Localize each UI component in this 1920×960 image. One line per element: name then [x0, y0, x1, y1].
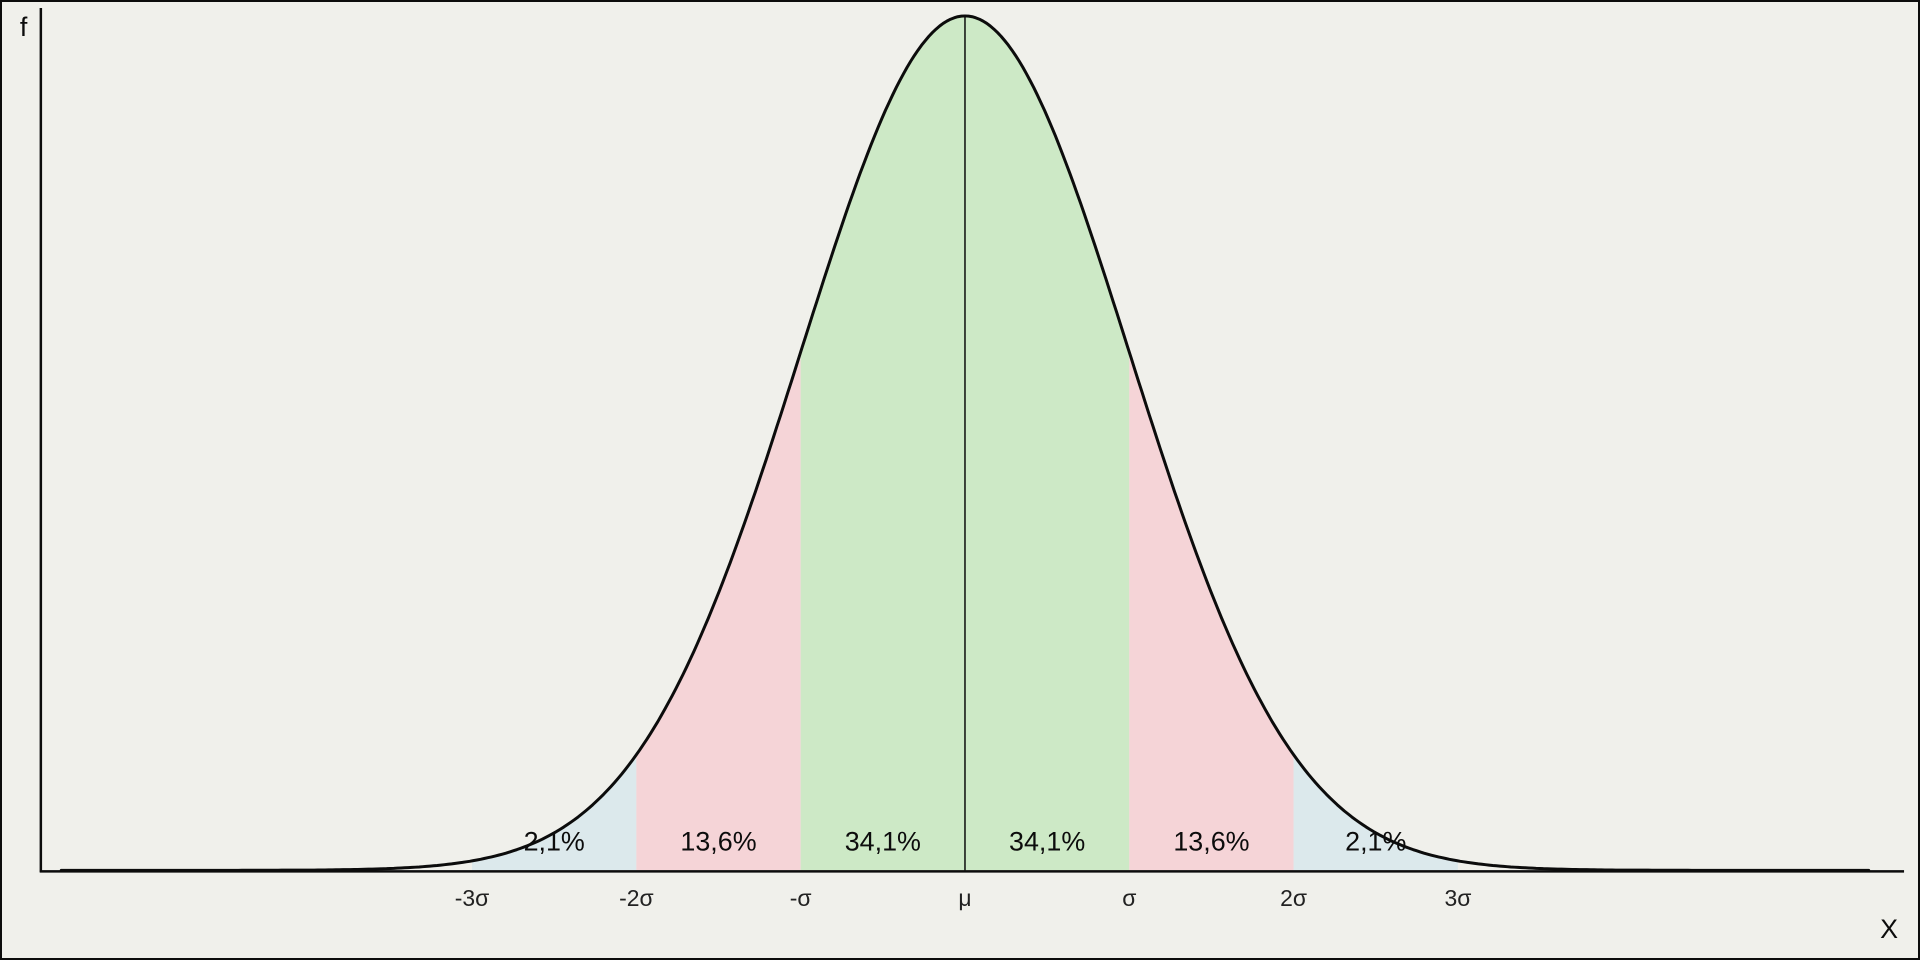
axis-titles: f X: [20, 12, 1898, 944]
y-axis-label: f: [20, 12, 28, 42]
x-axis-label: X: [1880, 914, 1898, 944]
region-area-5: [1293, 754, 1458, 871]
curve-layer: [59, 14, 1871, 872]
x-tick-label--σ: -σ: [790, 885, 812, 911]
x-tick-label-2σ: 2σ: [1280, 885, 1307, 911]
region-area-2: [800, 15, 965, 871]
region-label-2: 34,1%: [845, 826, 921, 856]
region-label-4: 13,6%: [1173, 826, 1249, 856]
region-label-3: 34,1%: [1009, 826, 1085, 856]
region-label-0: 2,1%: [524, 826, 585, 856]
region-area-3: [964, 15, 1130, 871]
x-tick-labels: -3σ -2σ -σ μ σ 2σ 3σ: [455, 885, 1472, 911]
x-tick-label--3σ: -3σ: [455, 885, 489, 911]
x-tick-label--2σ: -2σ: [619, 885, 653, 911]
region-area-0: [472, 754, 637, 871]
axes: [39, 7, 1905, 873]
x-tick-label-3σ: 3σ: [1444, 885, 1471, 911]
x-tick-label-σ: σ: [1122, 885, 1136, 911]
region-label-5: 2,1%: [1345, 826, 1406, 856]
region-label-1: 13,6%: [680, 826, 756, 856]
region-labels: 2,1% 13,6% 34,1% 34,1% 13,6% 2,1%: [524, 826, 1407, 856]
x-tick-label-μ: μ: [958, 885, 971, 911]
